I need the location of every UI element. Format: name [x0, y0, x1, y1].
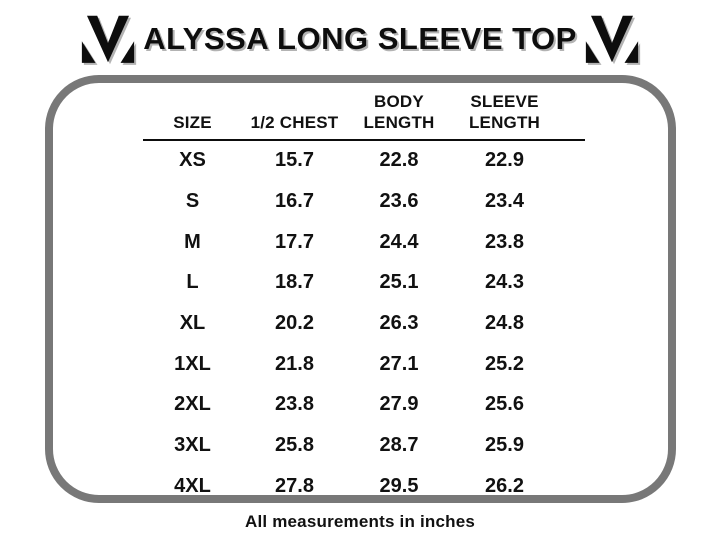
- table-header-row: SIZE 1/2 CHEST BODY LENGTH SLEEVE LENGTH: [142, 91, 585, 141]
- cell-body-length: 28.7: [379, 434, 419, 457]
- cell-half-chest: 17.7: [275, 230, 314, 253]
- cell-sleeve-length: 25.9: [485, 434, 524, 457]
- table-row: 3XL 25.8 28.7 25.9: [143, 425, 585, 466]
- table-row: XS 15.7 22.8 22.9: [143, 141, 585, 182]
- column-header-size: SIZE: [173, 113, 212, 133]
- table-row: 2XL 23.8 27.9 25.6: [143, 385, 585, 426]
- cell-sleeve-length: 25.6: [485, 393, 524, 416]
- size-chart-card: SIZE 1/2 CHEST BODY LENGTH SLEEVE LENGTH…: [44, 75, 676, 503]
- cell-size: 1XL: [174, 352, 211, 375]
- cell-size: M: [184, 230, 201, 253]
- cell-size: 4XL: [174, 474, 211, 497]
- cell-body-length: 22.8: [379, 149, 419, 172]
- table-row: 4XL 27.8 29.5 26.2: [143, 466, 585, 497]
- page-title: ALYSSA LONG SLEEVE TOP: [143, 21, 577, 56]
- cell-sleeve-length: 23.4: [485, 190, 524, 213]
- cell-half-chest: 27.8: [275, 474, 314, 497]
- cell-half-chest: 15.7: [275, 149, 314, 172]
- column-header-sleeve-length: SLEEVE LENGTH: [468, 92, 541, 133]
- cell-sleeve-length: 24.8: [485, 312, 524, 335]
- measurements-note: All measurements in inches: [244, 512, 476, 531]
- cell-sleeve-length: 25.2: [485, 352, 524, 375]
- cell-half-chest: 25.8: [275, 434, 314, 457]
- cell-body-length: 24.4: [379, 230, 419, 253]
- cell-sleeve-length: 24.3: [485, 271, 524, 294]
- cell-size: S: [185, 190, 200, 213]
- cell-half-chest: 23.8: [275, 393, 314, 416]
- table-row: M 17.7 24.4 23.8: [143, 222, 585, 263]
- cell-body-length: 25.1: [379, 271, 419, 294]
- cell-half-chest: 18.7: [275, 271, 314, 294]
- title-row: ALYSSA LONG SLEEVE TOP: [0, 0, 720, 66]
- cell-size: 3XL: [174, 434, 211, 457]
- brand-m-logo-icon-left: [79, 14, 137, 64]
- table-row: S 16.7 23.6 23.4: [143, 181, 585, 222]
- column-header-half-chest: 1/2 CHEST: [250, 113, 339, 133]
- cell-sleeve-length: 22.9: [485, 149, 524, 172]
- cell-size: 2XL: [174, 393, 211, 416]
- cell-body-length: 27.9: [379, 393, 419, 416]
- cell-half-chest: 21.8: [275, 352, 314, 375]
- cell-sleeve-length: 23.8: [485, 230, 524, 253]
- cell-body-length: 29.5: [379, 474, 419, 497]
- table-row: XL 20.2 26.3 24.8: [143, 303, 585, 344]
- table-row: 1XL 21.8 27.1 25.2: [143, 344, 585, 385]
- table-row: L 18.7 25.1 24.3: [143, 263, 585, 304]
- cell-size: XS: [179, 149, 206, 172]
- size-chart-table: SIZE 1/2 CHEST BODY LENGTH SLEEVE LENGTH…: [142, 91, 585, 497]
- cell-body-length: 26.3: [379, 312, 419, 335]
- cell-half-chest: 16.7: [275, 190, 314, 213]
- cell-body-length: 23.6: [379, 190, 419, 213]
- cell-sleeve-length: 26.2: [485, 474, 524, 497]
- cell-body-length: 27.1: [379, 352, 419, 375]
- column-header-body-length: BODY LENGTH: [363, 92, 435, 133]
- cell-half-chest: 20.2: [275, 312, 314, 335]
- cell-size: XL: [179, 312, 206, 335]
- cell-size: L: [186, 271, 199, 294]
- brand-m-logo-icon-right: [583, 14, 641, 64]
